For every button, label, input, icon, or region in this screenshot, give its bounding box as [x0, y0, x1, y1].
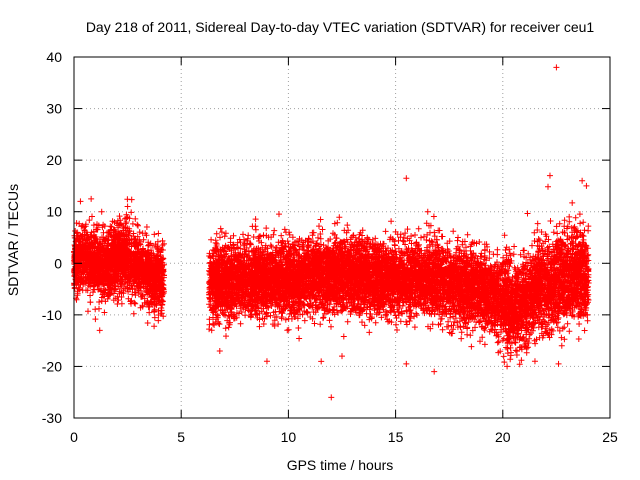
x-tick-label: 25	[602, 429, 618, 445]
y-tick-label: -10	[42, 307, 62, 323]
x-tick-label: 0	[70, 429, 78, 445]
y-axis-label: SDTVAR / TECUs	[5, 184, 21, 296]
data-point	[553, 64, 560, 71]
y-tick-label: -30	[42, 410, 62, 426]
axis-ticks: 0 5 10 15 20 25 -30 -20 -10 0 10 20 30 40	[42, 49, 618, 445]
x-tick-label: 10	[281, 429, 297, 445]
y-tick-label: 0	[54, 255, 62, 271]
data-point	[579, 177, 586, 184]
data-point	[431, 368, 438, 375]
data-point	[424, 208, 431, 215]
x-tick-label: 15	[388, 429, 404, 445]
data-point	[96, 327, 103, 334]
data-points	[71, 64, 592, 401]
y-tick-label: 40	[46, 49, 62, 65]
data-point	[77, 198, 84, 205]
x-tick-label: 20	[495, 429, 511, 445]
x-axis-label: GPS time / hours	[287, 457, 394, 473]
chart-title: Day 218 of 2011, Sidereal Day-to-day VTE…	[86, 19, 595, 35]
data-point	[328, 394, 335, 401]
data-point	[339, 353, 345, 360]
plot-frame	[73, 56, 611, 419]
data-point-cloud	[71, 183, 592, 368]
data-point	[555, 360, 562, 367]
data-point	[583, 182, 590, 189]
data-point	[531, 358, 538, 365]
y-tick-label: 20	[46, 152, 62, 168]
data-point	[124, 203, 131, 210]
data-point	[216, 347, 223, 354]
x-tick-label: 5	[177, 429, 185, 445]
y-tick-label: 10	[46, 204, 62, 220]
data-point	[403, 175, 410, 182]
data-point	[88, 195, 95, 202]
data-point	[504, 363, 511, 370]
y-tick-label: 30	[46, 101, 62, 117]
data-point	[263, 358, 270, 365]
y-tick-label: -20	[42, 358, 62, 374]
grid	[74, 57, 610, 418]
data-point	[546, 172, 553, 179]
data-point	[403, 360, 410, 367]
data-point	[317, 216, 324, 223]
